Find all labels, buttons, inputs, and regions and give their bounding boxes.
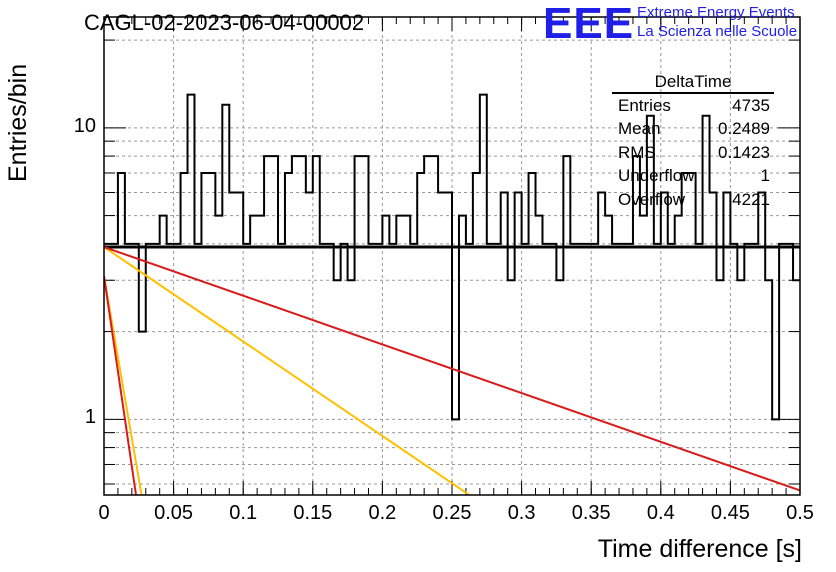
fit-line [104, 246, 472, 495]
x-tick-label: 0.05 [154, 502, 194, 524]
eee-subtitle: Extreme Energy Events La Scienza nelle S… [637, 3, 797, 41]
x-tick-label: 0.35 [571, 502, 611, 524]
stats-box: DeltaTime Entries 4735 Mean 0.2489 RMS 0.14… [612, 72, 774, 211]
stats-value: 4735 [732, 96, 770, 115]
x-tick-label: 0.25 [432, 502, 472, 524]
x-tick-label: 0.5 [786, 502, 814, 524]
stats-label: Overflow [618, 189, 686, 209]
stats-value: 4221 [732, 189, 770, 209]
histogram-step [104, 93, 800, 421]
x-tick-label: 0.4 [646, 502, 675, 524]
x-tick-label: 0 [98, 502, 110, 524]
stats-row: Underflow 1 [612, 164, 774, 187]
stats-value: 0.2489 [718, 119, 770, 139]
y-tick-label: 1 [84, 406, 96, 429]
x-tick-label: 0.45 [710, 502, 750, 524]
stats-value: 1 [760, 166, 770, 186]
plot-title: CAGL-02-2023-06-04-00002 [84, 10, 365, 35]
data-series [104, 93, 800, 495]
stats-row: Overflow 4221 [612, 188, 774, 211]
x-tick-label: 0.15 [293, 502, 333, 524]
x-tick-label: 0.3 [507, 502, 536, 524]
stats-label: RMS [618, 142, 656, 162]
stats-row: Entries 4735 [612, 94, 774, 117]
x-axis-label: Time difference [s] [597, 535, 802, 563]
eee-line-1: Extreme Energy Events [637, 4, 795, 21]
stats-label: Entries [618, 96, 671, 115]
y-tick-label: 10 [73, 114, 96, 137]
stats-title: DeltaTime [612, 72, 774, 94]
fit-line [104, 275, 138, 495]
stats-label: Underflow [618, 166, 695, 186]
stats-label: Mean [618, 119, 661, 139]
eee-line-2: La Scienza nelle Scuole [637, 23, 798, 40]
eee-logo: EEE [543, 0, 635, 48]
fit-line [104, 246, 800, 492]
stats-value: 0.1423 [718, 142, 770, 162]
x-tick-label: 0.1 [229, 502, 258, 524]
x-tick-label: 0.2 [368, 502, 397, 524]
stats-row: Mean 0.2489 [612, 117, 774, 140]
y-axis-label: Entries/bin [4, 63, 32, 182]
stats-row: RMS 0.1423 [612, 141, 774, 164]
plot-frame [103, 16, 801, 496]
